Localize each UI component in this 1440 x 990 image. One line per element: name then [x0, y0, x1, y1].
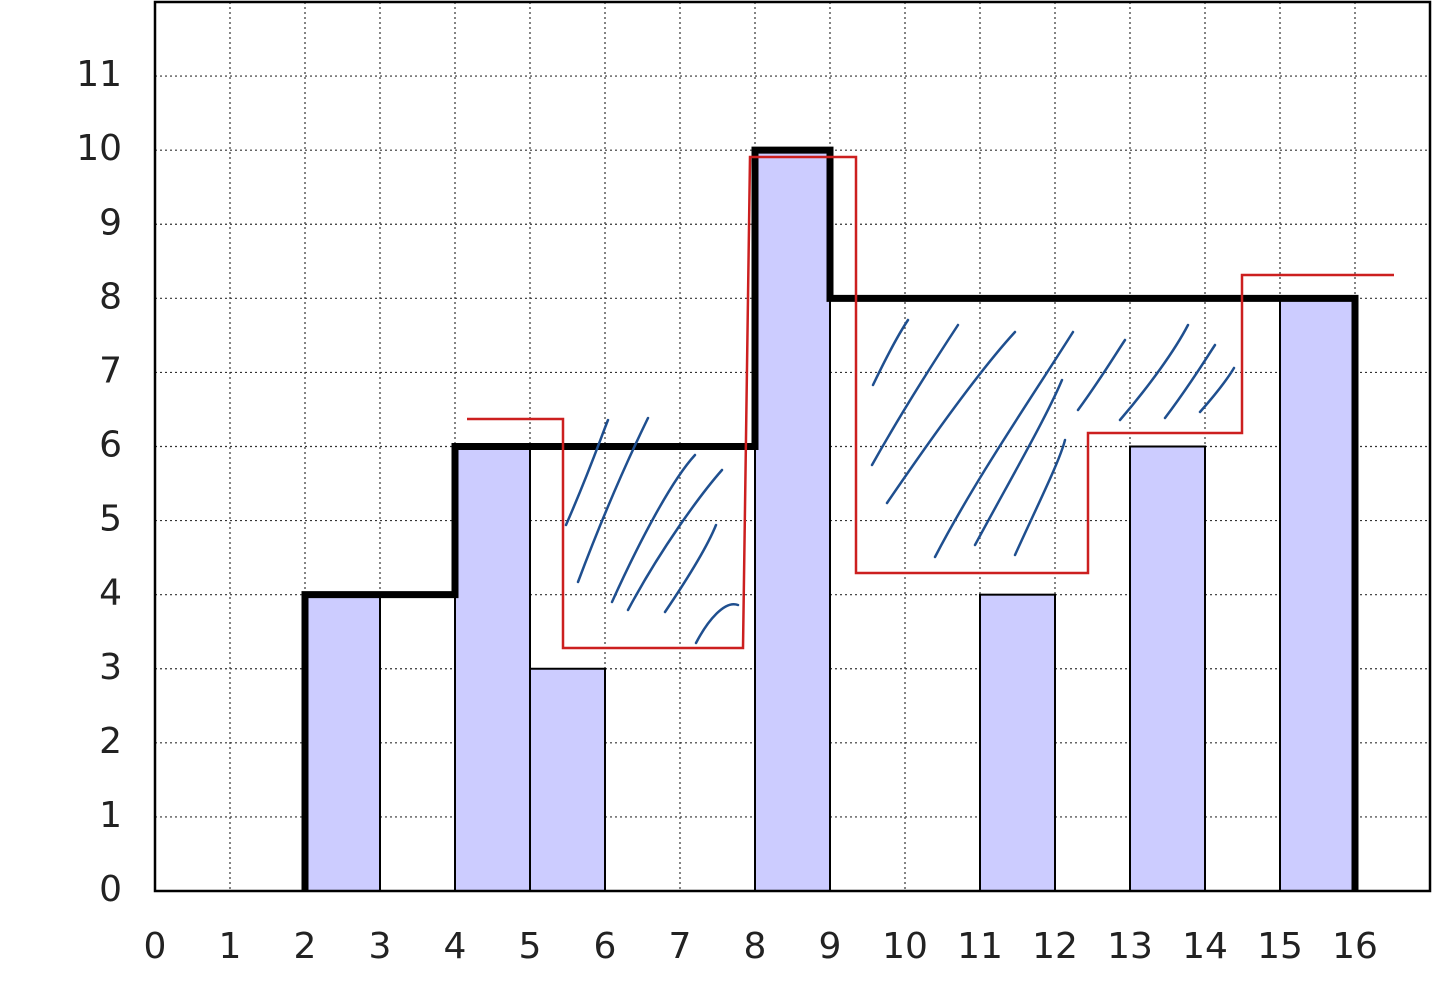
hatching — [564, 318, 1236, 645]
y-tick-label: 1 — [99, 795, 122, 836]
plot-frame — [153, 0, 1432, 893]
y-tick-label: 3 — [99, 647, 122, 688]
bar — [529, 667, 606, 892]
x-tick-label: 10 — [882, 926, 928, 967]
bar — [1129, 445, 1206, 892]
x-tick-label: 16 — [1332, 926, 1378, 967]
x-tick-label: 8 — [744, 926, 767, 967]
x-tick-label: 1 — [219, 926, 242, 967]
y-tick-label: 4 — [99, 573, 122, 614]
bar — [979, 593, 1056, 893]
y-tick-label: 10 — [76, 128, 122, 169]
y-tick-label: 8 — [99, 276, 122, 317]
bar — [454, 445, 531, 892]
x-tick-label: 5 — [519, 926, 542, 967]
x-tick-label: 3 — [369, 926, 392, 967]
x-tick-label: 9 — [819, 926, 842, 967]
y-tick-label: 7 — [99, 350, 122, 391]
x-tick-label: 13 — [1107, 926, 1153, 967]
x-tick-label: 15 — [1257, 926, 1303, 967]
red-outline — [467, 155, 1394, 650]
y-tick-label: 6 — [99, 425, 122, 466]
x-tick-label: 6 — [594, 926, 617, 967]
y-tick-label: 0 — [99, 869, 122, 910]
x-tick-label: 4 — [444, 926, 467, 967]
x-tick-label: 12 — [1032, 926, 1078, 967]
x-tick-label: 11 — [957, 926, 1003, 967]
x-tick-label: 0 — [144, 926, 167, 967]
step-line — [301, 146, 1359, 891]
bar — [304, 593, 381, 893]
x-tick-label: 2 — [294, 926, 317, 967]
bar — [1279, 297, 1356, 893]
y-tick-label: 2 — [99, 721, 122, 762]
y-tick-label: 5 — [99, 499, 122, 540]
envelope — [301, 146, 1359, 891]
x-tick-label: 7 — [669, 926, 692, 967]
annotation-sketch — [467, 155, 1394, 650]
x-tick-label: 14 — [1182, 926, 1228, 967]
bar — [754, 149, 831, 892]
y-tick-label: 11 — [76, 54, 122, 95]
y-tick-label: 9 — [99, 202, 122, 243]
